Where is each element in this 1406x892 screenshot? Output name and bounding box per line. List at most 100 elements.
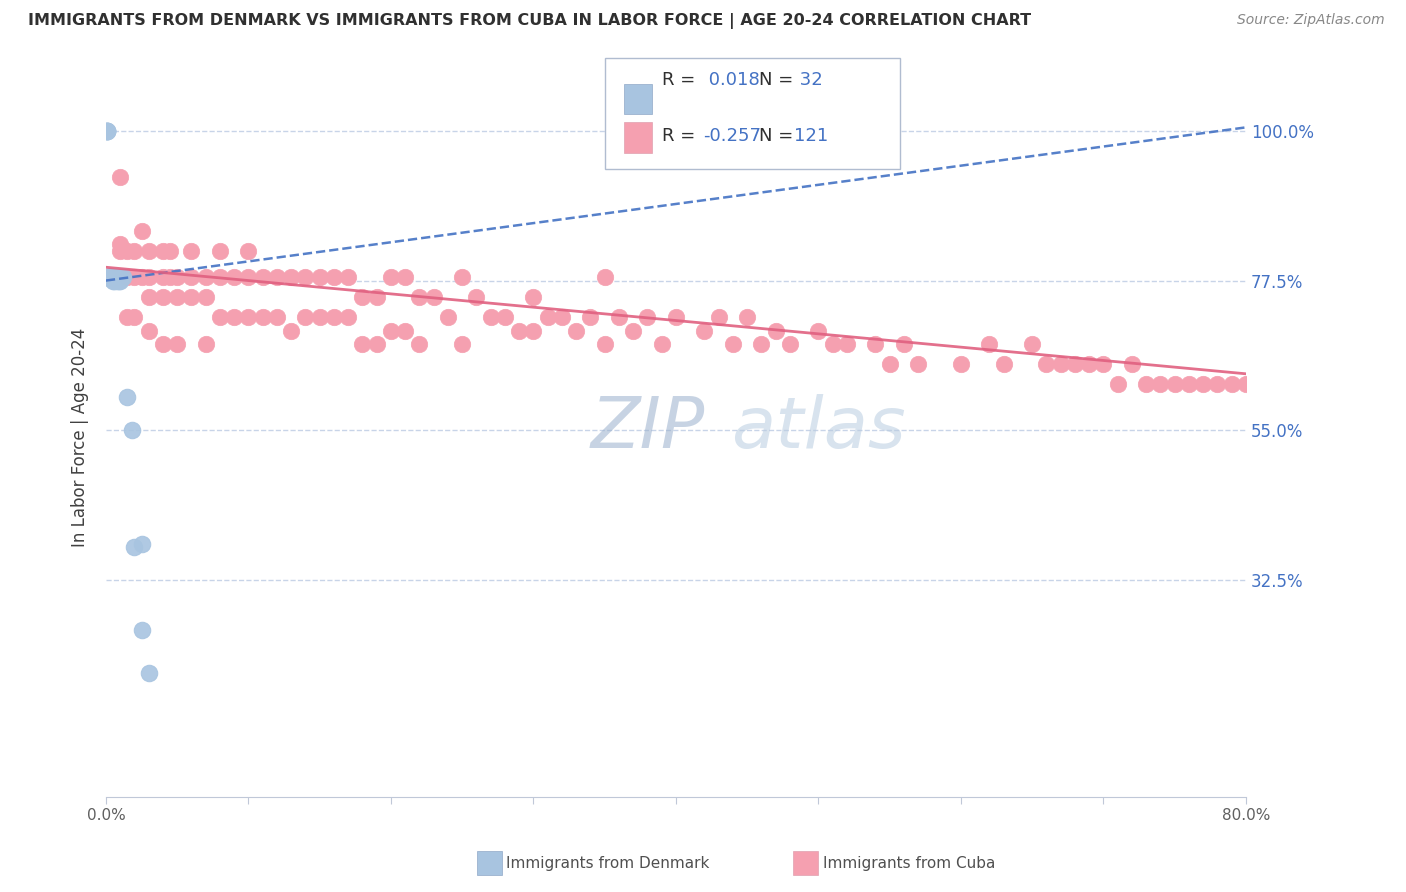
Point <box>1249 376 1271 391</box>
Point <box>1192 376 1215 391</box>
Point <box>100 270 122 285</box>
Point <box>101 274 124 288</box>
Point <box>131 536 153 550</box>
Point <box>979 336 1001 351</box>
Point <box>252 310 274 325</box>
Point <box>394 324 416 338</box>
Point <box>138 324 160 338</box>
Point <box>98 270 121 285</box>
Point <box>96 124 118 138</box>
Point <box>117 270 139 285</box>
Point <box>593 336 616 351</box>
Point <box>238 310 260 325</box>
Point <box>366 290 388 304</box>
Point <box>166 290 188 304</box>
Point <box>238 244 260 258</box>
Point <box>121 424 143 438</box>
Point <box>194 336 217 351</box>
Point <box>451 336 474 351</box>
Point <box>422 290 444 304</box>
Point <box>1206 376 1229 391</box>
Point <box>152 270 174 285</box>
Point <box>194 290 217 304</box>
Point <box>152 290 174 304</box>
Point <box>337 270 360 285</box>
Point <box>108 236 131 251</box>
Point <box>124 270 146 285</box>
Point <box>593 270 616 285</box>
Point <box>180 290 202 304</box>
Point <box>152 336 174 351</box>
Point <box>522 290 544 304</box>
Point <box>194 270 217 285</box>
Point <box>380 324 402 338</box>
Point <box>280 324 302 338</box>
Point <box>1292 390 1315 404</box>
Point <box>294 270 316 285</box>
Text: 0.018: 0.018 <box>703 71 759 89</box>
Point <box>835 336 858 351</box>
Point <box>665 310 688 325</box>
Text: N =: N = <box>759 71 799 89</box>
Text: atlas: atlas <box>731 393 905 463</box>
Point <box>266 310 288 325</box>
Text: R =: R = <box>662 128 702 145</box>
Point <box>224 310 246 325</box>
Point <box>1021 336 1043 351</box>
Point <box>437 310 460 325</box>
Point <box>366 336 388 351</box>
Point <box>1277 390 1299 404</box>
Point <box>751 336 773 351</box>
Point <box>208 244 231 258</box>
Point <box>907 357 929 371</box>
Point <box>1135 376 1157 391</box>
Point <box>166 336 188 351</box>
Point <box>308 270 330 285</box>
Point <box>138 290 160 304</box>
Point <box>180 270 202 285</box>
Point <box>104 270 127 285</box>
Point <box>96 270 118 285</box>
Point <box>138 270 160 285</box>
Y-axis label: In Labor Force | Age 20-24: In Labor Force | Age 20-24 <box>72 327 89 547</box>
Point <box>337 310 360 325</box>
Point <box>266 270 288 285</box>
Point <box>893 336 915 351</box>
Text: Immigrants from Cuba: Immigrants from Cuba <box>823 856 995 871</box>
Point <box>451 270 474 285</box>
Point <box>522 324 544 338</box>
Point <box>1234 376 1257 391</box>
Point <box>1263 390 1285 404</box>
Point <box>765 324 787 338</box>
Point <box>1178 376 1201 391</box>
Point <box>294 310 316 325</box>
Text: R =: R = <box>662 71 702 89</box>
Point <box>131 623 153 637</box>
Point <box>138 244 160 258</box>
Point <box>322 270 344 285</box>
Point <box>208 310 231 325</box>
Text: Immigrants from Denmark: Immigrants from Denmark <box>506 856 710 871</box>
Point <box>807 324 830 338</box>
Point <box>1306 390 1329 404</box>
Point <box>96 270 118 285</box>
Point <box>408 336 430 351</box>
Text: Source: ZipAtlas.com: Source: ZipAtlas.com <box>1237 13 1385 28</box>
Point <box>159 270 181 285</box>
Point <box>322 310 344 325</box>
Point <box>108 274 131 288</box>
Point <box>105 274 128 288</box>
Point <box>124 310 146 325</box>
Point <box>621 324 644 338</box>
Point <box>97 270 120 285</box>
Point <box>1092 357 1115 371</box>
Point <box>166 270 188 285</box>
Point <box>96 124 118 138</box>
Text: ZIP: ZIP <box>591 393 704 463</box>
Point <box>111 270 134 285</box>
Point <box>636 310 658 325</box>
Point <box>1035 357 1057 371</box>
Point <box>394 270 416 285</box>
Point <box>180 244 202 258</box>
Point <box>993 357 1015 371</box>
